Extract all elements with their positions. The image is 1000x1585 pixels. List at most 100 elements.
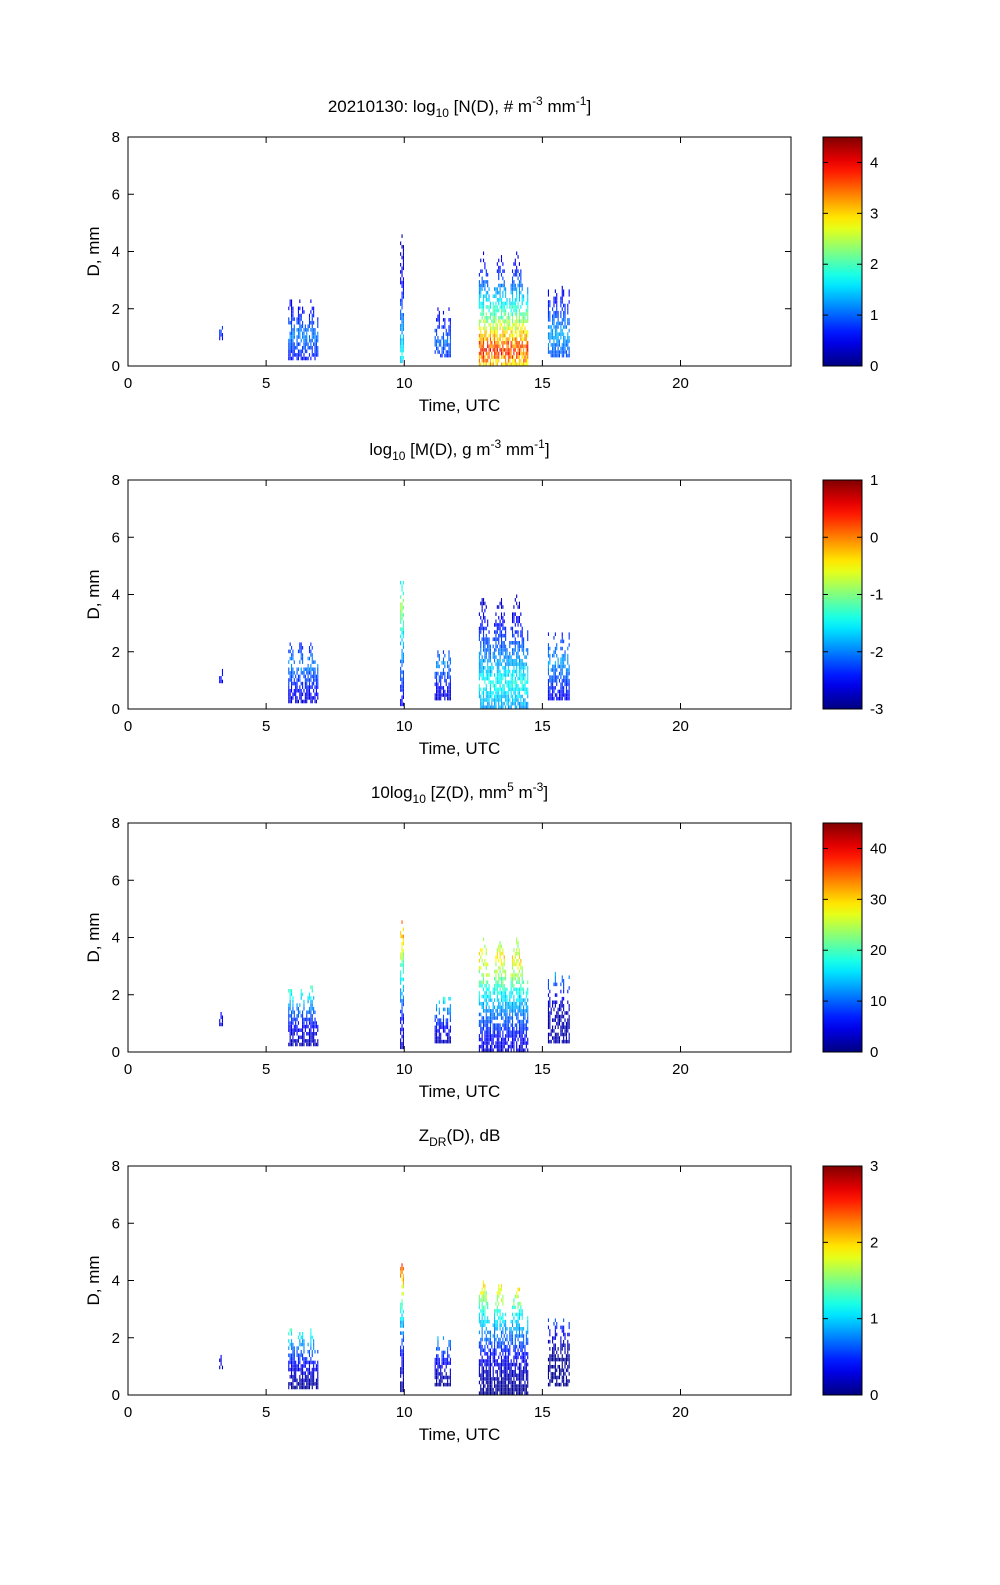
heatmap-cell [495,1377,497,1381]
heatmap-cell [549,332,551,336]
heatmap-cell [503,1384,505,1388]
heatmap-cell [516,1391,518,1395]
heatmap-cell [568,346,570,351]
heatmap-cell [523,298,525,302]
heatmap-cell [289,1021,291,1025]
heatmap-cell [311,681,313,686]
heatmap-cell [400,974,402,978]
heatmap-cell [498,315,500,320]
heatmap-cell [521,705,523,709]
heatmap-cell [523,701,525,706]
heatmap-cell [502,351,504,356]
heatmap-cell [505,1005,507,1010]
heatmap-cell [556,353,558,358]
heatmap-cell [495,301,497,306]
heatmap-cell [513,351,515,356]
heatmap-cell [563,343,565,347]
heatmap-cell [482,1044,485,1049]
heatmap-cell [509,1348,511,1353]
heatmap-cell [547,1036,549,1040]
heatmap-cell [503,1344,505,1349]
heatmap-cell [517,651,519,656]
heatmap-cell [553,353,555,358]
heatmap-cell [491,673,493,677]
heatmap-cell [518,948,520,952]
heatmap-cell [524,1034,526,1038]
heatmap-cell [300,1382,302,1386]
heatmap-cell [499,669,501,674]
heatmap-cell [513,305,515,309]
heatmap-cell [311,328,313,332]
heatmap-cell [434,1361,436,1365]
heatmap-cell [488,701,490,706]
heatmap-cell [480,1026,482,1031]
heatmap-cell [495,619,497,624]
heatmap-cell [300,646,302,650]
heatmap-cell [517,619,519,624]
heatmap-cell [503,355,505,359]
heatmap-cell [527,362,529,366]
heatmap-cell [553,1372,555,1376]
heatmap-cell [563,1032,565,1037]
heatmap-cell [554,975,556,980]
heatmap-cell [491,662,493,667]
heatmap-cell [482,280,485,284]
heatmap-cell [495,662,497,667]
heatmap-cell [502,694,504,699]
heatmap-cell [400,991,402,996]
heatmap-cell [484,615,486,620]
heatmap-cell [288,349,290,354]
heatmap-cell [494,1327,496,1331]
heatmap-cell [491,1341,493,1345]
heatmap-cell [478,951,480,956]
heatmap-cell [488,973,490,977]
heatmap-cell [520,1327,522,1331]
heatmap-cell [400,313,402,317]
heatmap-cell [514,326,516,331]
heatmap-cell [494,1362,496,1367]
heatmap-cell [495,958,497,963]
heatmap-cell [502,676,504,681]
heatmap-cell [563,350,565,354]
heatmap-cell [449,1011,451,1015]
heatmap-cell [485,966,487,970]
heatmap-cell [554,678,556,683]
heatmap-cell [517,976,519,981]
heatmap-cell [547,678,549,683]
heatmap-cell [563,1329,565,1333]
heatmap-cell [296,356,298,361]
heatmap-cell [481,1373,483,1378]
heatmap-cell [521,1309,523,1313]
heatmap-cell [437,318,439,322]
heatmap-cell [447,1350,449,1355]
heatmap-cell [402,1356,404,1360]
heatmap-cell [401,280,403,285]
heatmap-cell [485,1334,487,1338]
heatmap-cell [498,705,500,709]
heatmap-cell [524,998,526,1002]
heatmap-cell [482,601,485,606]
heatmap-cell [478,290,480,295]
heatmap-cell [310,1021,312,1025]
heatmap-cell [549,657,551,662]
heatmap-cell [299,696,301,700]
heatmap-cell [511,612,514,616]
colorbar-tick-label: 4 [870,154,878,171]
heatmap-cell [500,980,503,985]
heatmap-cell [567,1000,569,1005]
heatmap-cell [514,283,516,288]
heatmap-cell [556,675,558,679]
heatmap-cell [557,1007,559,1012]
heatmap-cell [568,689,570,694]
heatmap-cell [511,283,514,288]
heatmap-cell [219,676,221,680]
heatmap-cell [402,963,404,967]
heatmap-cell [401,1277,403,1282]
heatmap-cell [302,1031,304,1036]
heatmap-cell [509,655,511,659]
heatmap-cell [292,1003,294,1007]
heatmap-cell [567,346,569,351]
heatmap-cell [495,287,497,291]
heatmap-cell [402,641,404,646]
